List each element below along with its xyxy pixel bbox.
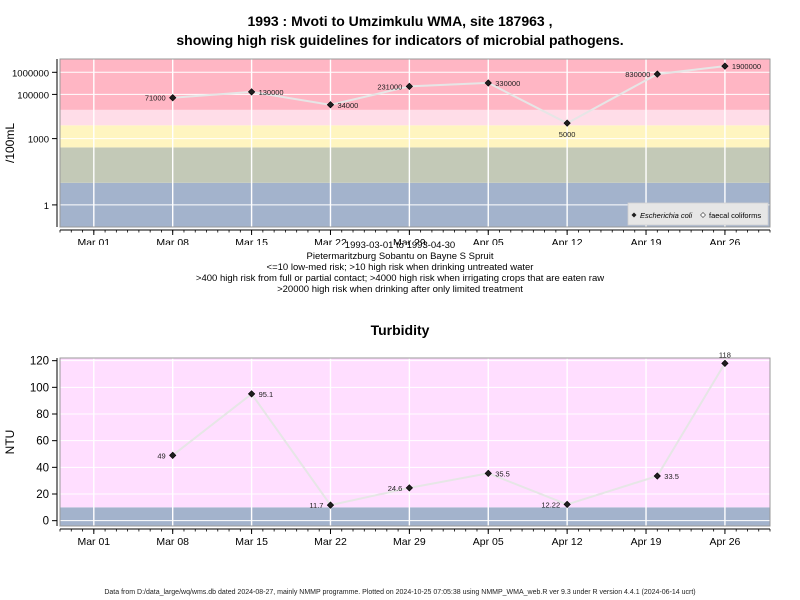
chart1-caption-2: Pietermaritzburg Sobantu on Bayne S Spru… — [306, 251, 494, 262]
chart1-x-tick-label: Apr 12 — [552, 237, 583, 245]
chart2-data-point — [484, 469, 492, 477]
chart1-data-label: 34000 — [337, 101, 358, 110]
chart2-data-point — [326, 501, 335, 509]
chart1-caption-4: >400 high risk from full or partial cont… — [195, 273, 605, 284]
chart1-data-point — [247, 88, 256, 96]
chart2-y-tick-label: 80 — [36, 409, 49, 421]
chart2-title: Turbidity — [370, 322, 430, 338]
chart1-x-tick-label: Mar 29 — [393, 237, 426, 245]
chart1-data-point — [405, 82, 413, 90]
chart2-y-axis-title: NTU — [3, 430, 17, 455]
chart2-y-tick-label: 0 — [43, 516, 49, 528]
chart1-data-label: 330000 — [495, 79, 520, 88]
chart1-data-label: 1900000 — [732, 62, 761, 71]
chart1-data-label: 71000 — [145, 94, 166, 103]
chart1-y-axis-title: /100mL — [3, 123, 17, 163]
chart1-data-label: 130000 — [259, 88, 284, 97]
chart2-data-label: 35.5 — [495, 469, 510, 478]
chart2-data-label: 33.5 — [664, 472, 679, 481]
chart2-data-point — [405, 484, 413, 492]
chart1-y-tick-label: 1 — [44, 201, 49, 212]
chart1-risk-band — [60, 59, 770, 110]
chart2-data-label: 12.22 — [541, 500, 560, 509]
chart2-x-tick-label: Mar 01 — [77, 536, 110, 548]
legend-label-faecal-coliforms: faecal coliforms — [709, 211, 761, 220]
chart1-y-tick-label: 100000 — [17, 90, 49, 101]
chart2-data-label: 95.1 — [259, 390, 274, 399]
chart1-data-point — [653, 70, 661, 78]
chart1-data-label: 231000 — [377, 82, 402, 91]
chart1-y-tick-label: 1000 — [28, 135, 49, 146]
legend-open-diamond-icon — [700, 212, 706, 218]
legend-filled-diamond-icon — [631, 212, 637, 218]
chart1-svg: Mar 01 Mar 08 Mar 15 Mar 22 Mar 29 Apr 05 Apr … — [3, 58, 771, 245]
chart1-legend: Escherichia coli faecal coliforms — [627, 202, 769, 226]
chart1-x-tick-label: Apr 26 — [709, 237, 740, 245]
chart1-x-tick-label: Mar 22 — [314, 237, 347, 245]
legend-box — [627, 202, 769, 226]
chart2-x-tick-label: Apr 05 — [473, 536, 504, 548]
chart1-risk-band — [60, 147, 770, 183]
chart1-data-label: 5000 — [559, 130, 576, 139]
chart2-svg: Mar 01 Mar 08 Mar 15 Mar 22 Mar 29 Apr 05 Apr … — [3, 350, 771, 548]
chart2-y-tick-label: 20 — [36, 489, 49, 501]
chart1-caption-5: >20000 high risk when drinking after onl… — [277, 284, 523, 295]
chart2-y-tick-label: 40 — [36, 462, 49, 474]
chart2-risk-band — [60, 507, 770, 526]
chart2-data-label: 24.6 — [388, 484, 403, 493]
chart2-data-point — [653, 472, 661, 480]
chart2-x-tick-label: Mar 08 — [156, 536, 189, 548]
chart1-x-tick-label: Mar 15 — [235, 237, 268, 245]
chart1-x-tick-label: Mar 08 — [156, 237, 189, 245]
chart2-x-tick-label: Mar 29 — [393, 536, 426, 548]
footer-note: Data from D:/data_large/wq/wms.db dated … — [104, 589, 696, 596]
chart2-x-tick-label: Mar 22 — [314, 536, 347, 548]
chart1-risk-band — [60, 109, 770, 126]
chart2-y-tick-label: 100 — [30, 382, 49, 394]
chart2-data-point — [169, 451, 177, 459]
chart1-risk-band — [60, 125, 770, 148]
chart2-plot-frame — [59, 357, 771, 527]
chart1-plot-frame — [59, 58, 771, 228]
chart1-title-line2: showing high risk guidelines for indicat… — [176, 32, 624, 48]
chart2-x-tick-label: Mar 15 — [235, 536, 268, 548]
chart1-caption-3: <=10 low-med risk; >10 high risk when dr… — [266, 262, 534, 273]
chart2-x-tick-label: Apr 19 — [631, 536, 662, 548]
chart2-data-point — [247, 390, 256, 398]
chart1-data-label: 830000 — [625, 70, 650, 79]
chart2-y-tick-label: 60 — [36, 436, 49, 448]
chart2-risk-band — [60, 358, 770, 508]
chart2-data-label: 49 — [157, 451, 165, 460]
chart1-x-tick-label: Apr 19 — [631, 237, 662, 245]
chart1-data-point — [721, 62, 729, 70]
chart2-x-tick-label: Apr 26 — [709, 536, 740, 548]
legend-label-e-coli: Escherichia coli — [640, 211, 692, 220]
chart1-data-point — [326, 101, 335, 109]
chart2-x-tick-label: Apr 12 — [552, 536, 583, 548]
chart1-x-tick-label: Apr 05 — [473, 237, 504, 245]
chart2-y-tick-label: 120 — [30, 356, 49, 368]
chart2-data-label: 118 — [719, 350, 731, 359]
chart1-y-tick-label: 1000000 — [12, 68, 49, 79]
chart2-series-line — [172, 362, 726, 507]
chart2-data-point — [563, 500, 571, 508]
chart2-data-point — [721, 359, 729, 367]
chart1-x-tick-label: Mar 01 — [77, 237, 110, 245]
chart1-title-line1: 1993 : Mvoti to Umzimkulu WMA, site 1879… — [247, 13, 553, 29]
chart1-data-point — [563, 119, 571, 127]
chart1-caption-1: 1993-03-01 to 1993-04-30 — [344, 240, 456, 251]
chart1-data-point — [484, 79, 492, 87]
chart1-series-line — [172, 65, 726, 125]
chart1-data-point — [169, 94, 177, 102]
chart2-data-label: 11.7 — [309, 501, 323, 510]
